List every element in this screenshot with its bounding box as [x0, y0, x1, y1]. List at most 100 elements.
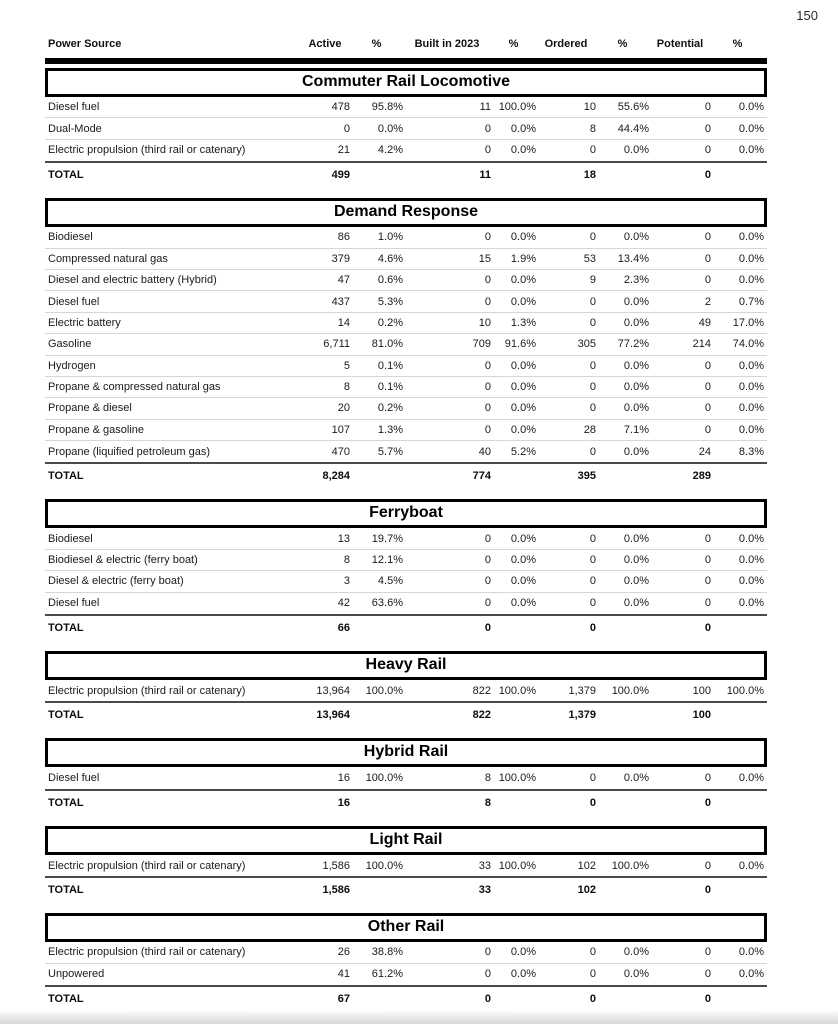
cell-value: 102	[577, 859, 596, 872]
cell-value: 16	[337, 772, 350, 785]
cell-value: 40	[478, 445, 491, 458]
total-value: 100	[692, 709, 711, 722]
table-row: Electric propulsion (third rail or caten…	[45, 855, 767, 876]
cell-value: 0.2%	[377, 316, 403, 329]
cell-value: 0	[484, 359, 491, 372]
table-row: Diesel fuel 16 100.0% 8 100.0% 0 0.0% 0 0.0%	[45, 767, 767, 788]
cell-value: 0.0%	[510, 402, 536, 415]
total-value: 1,379	[568, 709, 596, 722]
cell-value: 10	[583, 101, 596, 114]
total-value: 0	[704, 796, 711, 809]
cell-value: 0.0%	[377, 122, 403, 135]
cell-value: 0.1%	[377, 381, 403, 394]
row-label: Diesel fuel	[48, 597, 100, 610]
section-heavy-rail: Heavy Rail Electric propulsion (third rai…	[45, 651, 767, 727]
total-value: 8	[484, 796, 491, 809]
cell-value: 0.0%	[623, 946, 649, 959]
column-header-row: Power Source Active% Built in 2023% Ordered…	[45, 38, 767, 51]
cell-value: 0	[704, 274, 711, 287]
cell-value: 0	[704, 859, 711, 872]
cell-value: 437	[331, 295, 350, 308]
cell-value: 2	[704, 295, 711, 308]
cell-value: 100.0%	[498, 772, 536, 785]
cell-value: 0	[704, 359, 711, 372]
cell-value: 0	[484, 597, 491, 610]
header-rule	[45, 58, 767, 64]
cell-value: 0	[589, 946, 596, 959]
cell-value: 100.0%	[611, 684, 649, 697]
total-label: TOTAL	[48, 622, 84, 635]
cell-value: 0	[589, 381, 596, 394]
table-row: Gasoline 6,711 81.0% 709 91.6% 305 77.2% 214 74.…	[45, 334, 767, 356]
cell-value: 0	[704, 231, 711, 244]
page-number: 150	[796, 8, 818, 23]
cell-value: 44.4%	[617, 122, 649, 135]
cell-value: 0	[589, 968, 596, 981]
section-commuter-rail-locomotive: Commuter Rail Locomotive Diesel fuel 478 95…	[45, 68, 767, 187]
cell-value: 0.0%	[738, 554, 764, 567]
cell-value: 0	[589, 402, 596, 415]
cell-value: 42	[337, 597, 350, 610]
cell-value: 0	[484, 274, 491, 287]
row-label: Compressed natural gas	[48, 252, 168, 265]
cell-value: 305	[577, 338, 596, 351]
table-row: Diesel fuel 437 5.3% 0 0.0% 0 0.0% 2 0.7%	[45, 291, 767, 313]
row-label: Hydrogen	[48, 359, 96, 372]
cell-value: 47	[337, 274, 350, 287]
cell-value: 5.2%	[510, 445, 536, 458]
cell-value: 0	[589, 295, 596, 308]
cell-value: 0	[704, 423, 711, 436]
cell-value: 100.0%	[498, 859, 536, 872]
cell-value: 0	[484, 575, 491, 588]
table-row: Electric battery 14 0.2% 10 1.3% 0 0.0% 49 17.0%	[45, 313, 767, 335]
cell-value: 0.0%	[623, 772, 649, 785]
cell-value: 0	[704, 554, 711, 567]
cell-value: 15	[478, 252, 491, 265]
cell-value: 17.0%	[732, 316, 764, 329]
cell-value: 0.0%	[738, 144, 764, 157]
cell-value: 100.0%	[611, 859, 649, 872]
cell-value: 8	[589, 122, 596, 135]
cell-value: 0.0%	[738, 575, 764, 588]
cell-value: 24	[698, 445, 711, 458]
total-label: TOTAL	[48, 884, 84, 897]
section-other-rail: Other Rail Electric propulsion (third rai…	[45, 913, 767, 1011]
cell-value: 0	[589, 597, 596, 610]
cell-value: 8	[343, 381, 350, 394]
cell-value: 0	[484, 532, 491, 545]
total-value: 0	[704, 884, 711, 897]
cell-value: 53	[583, 252, 596, 265]
cell-value: 0	[484, 144, 491, 157]
row-label: Biodiesel	[48, 231, 93, 244]
cell-value: 214	[692, 338, 711, 351]
table-row: Diesel & electric (ferry boat) 3 4.5% 0 0.0%…	[45, 571, 767, 593]
cell-value: 74.0%	[732, 338, 764, 351]
cell-value: 0.0%	[510, 381, 536, 394]
section-title: Other Rail	[45, 913, 767, 943]
cell-value: 28	[583, 423, 596, 436]
table-row: Diesel fuel 478 95.8% 11 100.0% 10 55.6% 0 0.0%	[45, 97, 767, 119]
sections: Commuter Rail Locomotive Diesel fuel 478 95…	[45, 68, 767, 1011]
cell-value: 10	[478, 316, 491, 329]
cell-value: 0.0%	[738, 381, 764, 394]
cell-value: 0.0%	[510, 575, 536, 588]
cell-value: 0.0%	[623, 295, 649, 308]
cell-value: 0.0%	[623, 381, 649, 394]
cell-value: 11	[479, 101, 491, 114]
cell-value: 0	[484, 295, 491, 308]
cell-value: 20	[337, 402, 350, 415]
cell-value: 0	[704, 252, 711, 265]
power-source-report: Power Source Active% Built in 2023% Ordered…	[45, 38, 767, 1022]
cell-value: 13,964	[316, 684, 350, 697]
cell-value: 41	[337, 968, 350, 981]
cell-value: 12.1%	[371, 554, 403, 567]
total-value: 395	[577, 470, 596, 483]
column-header-potential: Potential	[656, 38, 704, 50]
row-label: Diesel & electric (ferry boat)	[48, 575, 184, 588]
cell-value: 0.0%	[623, 554, 649, 567]
cell-value: 13.4%	[617, 252, 649, 265]
cell-value: 8	[343, 554, 350, 567]
cell-value: 19.7%	[371, 532, 403, 545]
cell-value: 478	[331, 101, 350, 114]
cell-value: 0.0%	[510, 532, 536, 545]
